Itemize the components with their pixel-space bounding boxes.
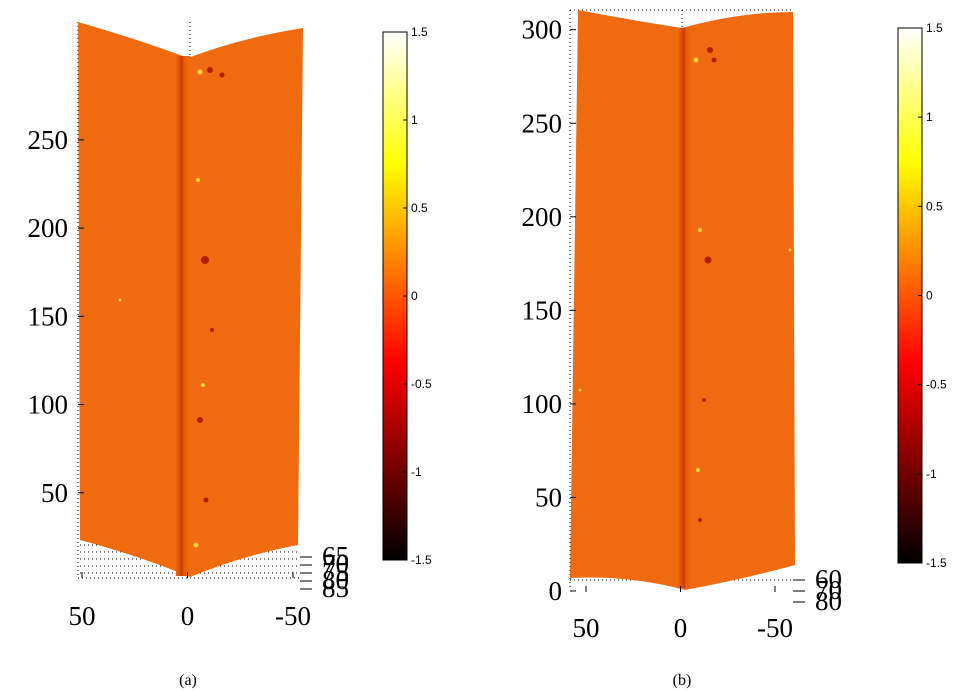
z-tick-label: 75	[322, 557, 349, 587]
z-tick-label: 70	[322, 549, 349, 579]
y-tick-label: 100	[28, 390, 69, 420]
z-tick-label: 70	[815, 575, 842, 605]
z-tick-label: 85	[322, 573, 349, 603]
surface-a	[77, 22, 303, 579]
z-tick-label: 80	[322, 565, 349, 595]
caption: (a)	[179, 672, 197, 689]
colorbar-tick-label: 0.5	[926, 199, 943, 213]
x-tick-label: 50	[69, 601, 96, 631]
colorbar-tick-label: 1.5	[926, 21, 943, 35]
colorbar-tick-label: 1	[926, 110, 933, 124]
y-tick-label: 50	[535, 482, 562, 512]
x-tick-label: 0	[181, 601, 195, 631]
colorbar-tick-label: -0.5	[926, 378, 947, 392]
colorbar-tick-label: -0.5	[411, 377, 432, 391]
caption: (b)	[673, 672, 692, 689]
y-tick-label: 150	[28, 301, 69, 331]
surface-b	[569, 9, 795, 590]
z-tick-label: 65	[322, 541, 349, 571]
colorbar-tick-label: 1.5	[411, 25, 428, 39]
colorbar-tick-label: 0.5	[411, 201, 428, 215]
y-tick-label: 0	[549, 576, 563, 606]
colorbar-tick-label: -1	[411, 465, 422, 479]
colorbar-tick-label: 0	[926, 289, 933, 303]
x-tick-label: 0	[674, 613, 688, 643]
y-tick-label: 100	[522, 389, 563, 419]
x-tick-label: -50	[275, 601, 311, 631]
y-tick-label: 200	[28, 213, 69, 243]
y-tick-label: 250	[522, 108, 563, 138]
y-tick-label: 250	[28, 125, 69, 155]
colorbar-tick-label: -1.5	[926, 556, 947, 570]
z-tick-label: 60	[815, 564, 842, 594]
y-tick-label: 300	[522, 15, 563, 45]
x-tick-label: 50	[573, 613, 600, 643]
z-tick-label: 80	[815, 586, 842, 616]
colorbar-tick-label: 0	[411, 289, 418, 303]
x-tick-label: -50	[757, 613, 793, 643]
colorbar-tick-label: -1.5	[411, 553, 432, 567]
y-tick-label: 50	[41, 478, 68, 508]
colorbar-tick-label: -1	[926, 467, 937, 481]
y-tick-label: 150	[522, 295, 563, 325]
colorbar-tick-label: 1	[411, 113, 418, 127]
y-tick-label: 200	[522, 202, 563, 232]
